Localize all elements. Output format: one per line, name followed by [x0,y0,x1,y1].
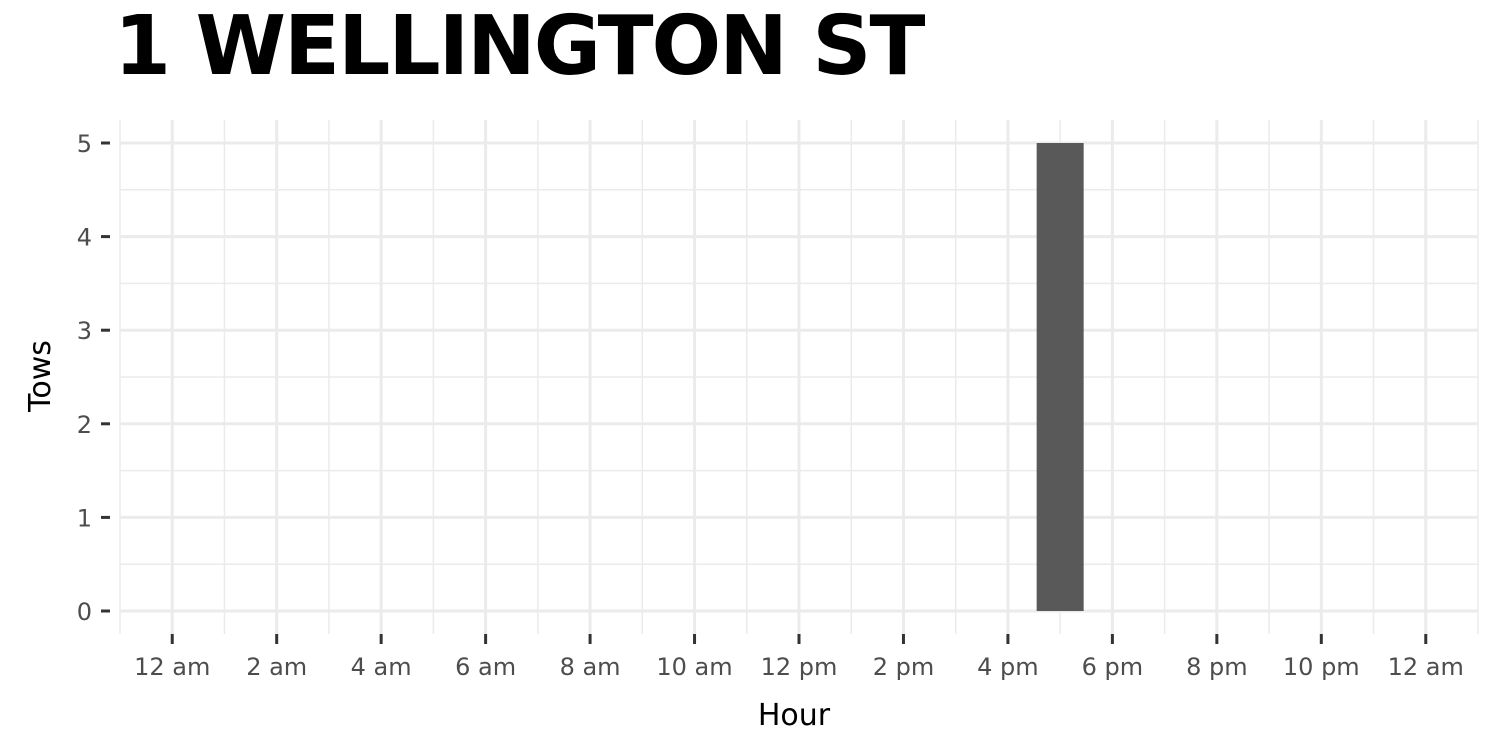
bar [1036,143,1084,611]
chart-title: 1 WELLINGTON ST [114,0,925,94]
major-gridlines [120,120,1478,634]
bars [1036,143,1084,611]
y-tick-label: 0 [77,598,92,626]
x-tick-label: 12 pm [761,653,838,681]
x-tick-label: 12 am [134,653,210,681]
y-tick-label: 5 [77,130,92,158]
y-tick-label: 2 [77,411,92,439]
x-tick-label: 10 am [656,653,732,681]
x-tick-label: 8 pm [1186,653,1248,681]
x-tick-label: 6 pm [1082,653,1144,681]
y-tick-label: 3 [77,317,92,345]
y-axis-title: Tows [23,340,58,413]
x-tick-label: 12 am [1388,653,1464,681]
x-tick-label: 4 am [351,653,412,681]
x-tick-label: 4 pm [977,653,1039,681]
x-axis: 12 am 2 am 4 am 6 am 8 am 10 am 12 pm 2 pm 4 pm 6… [134,634,1464,681]
x-tick-label: 6 am [455,653,516,681]
y-tick-label: 1 [77,504,92,532]
x-tick-label: 2 pm [873,653,935,681]
x-tick-label: 2 am [246,653,307,681]
x-tick-label: 8 am [560,653,621,681]
y-tick-label: 4 [77,224,92,252]
y-axis: 0 1 2 3 4 5 [77,130,110,626]
x-tick-label: 10 pm [1283,653,1360,681]
x-axis-title: Hour [758,698,831,733]
